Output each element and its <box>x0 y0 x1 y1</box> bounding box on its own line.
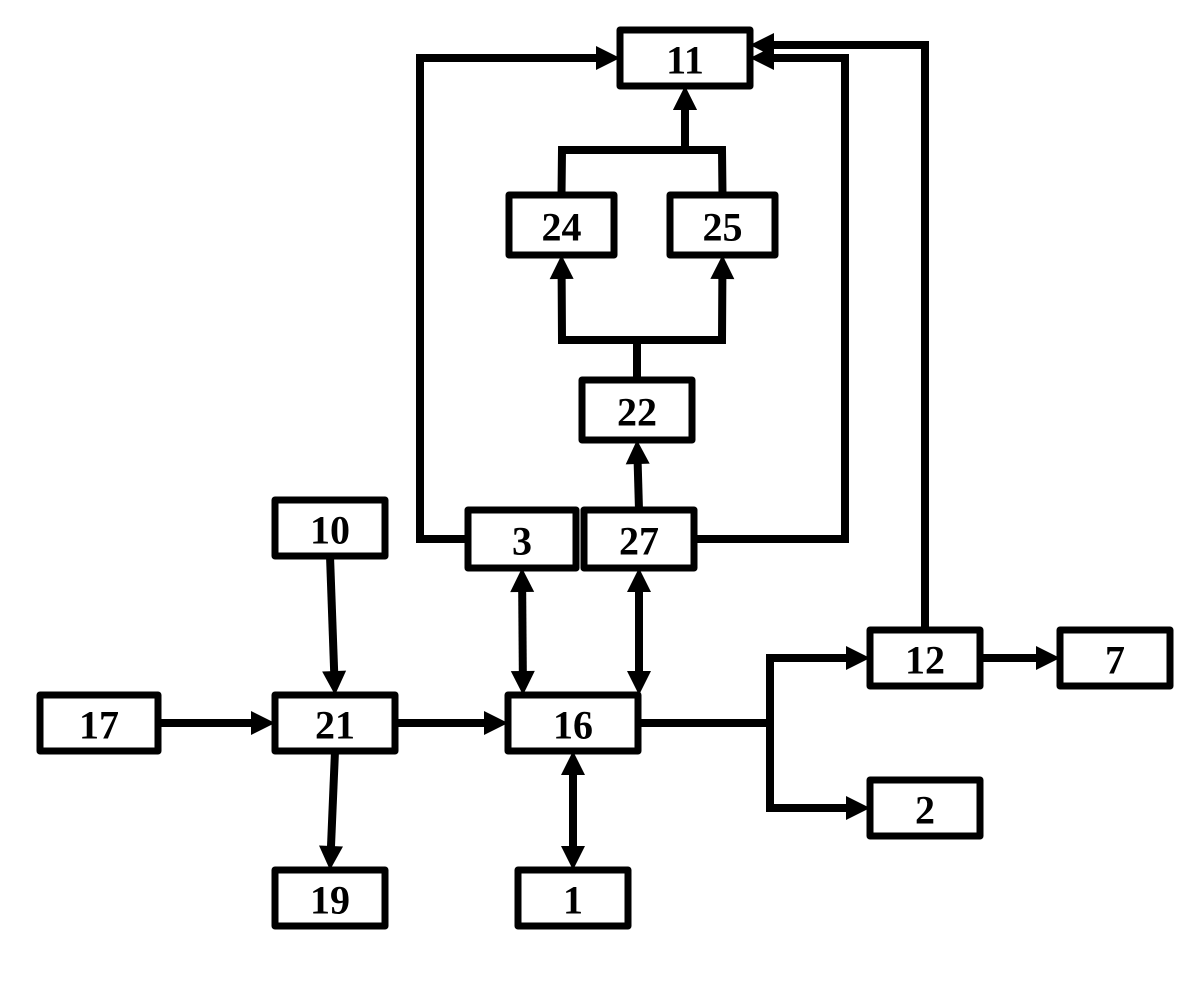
edge-16-3 <box>522 581 523 682</box>
edge-25-11 <box>685 99 723 195</box>
node-27-label: 27 <box>619 519 659 564</box>
node-24-label: 24 <box>542 205 582 250</box>
node-16-label: 16 <box>553 703 593 748</box>
edge-24-11 <box>562 99 686 195</box>
node-25: 25 <box>670 195 775 255</box>
node-12: 12 <box>870 630 980 686</box>
node-27: 27 <box>584 510 694 568</box>
edge-3-11 <box>420 58 607 539</box>
node-19: 19 <box>275 870 385 926</box>
node-3: 3 <box>468 510 576 568</box>
edge-27-11 <box>694 58 845 539</box>
node-7: 7 <box>1060 630 1170 686</box>
node-1-label: 1 <box>563 878 583 923</box>
edge-22-25 <box>637 268 722 380</box>
node-22: 22 <box>582 380 692 440</box>
edge-10-21 <box>330 556 335 682</box>
node-17: 17 <box>40 695 158 751</box>
node-10: 10 <box>275 500 385 556</box>
edge-21-19 <box>331 751 335 857</box>
node-1: 1 <box>518 870 628 926</box>
node-12-label: 12 <box>905 638 945 683</box>
node-25-label: 25 <box>703 205 743 250</box>
node-22-label: 22 <box>617 390 657 435</box>
edge-16-12 <box>638 658 857 723</box>
node-2-label: 2 <box>915 788 935 833</box>
node-11-label: 11 <box>666 38 704 83</box>
node-7-label: 7 <box>1105 638 1125 683</box>
node-21-label: 21 <box>315 703 355 748</box>
node-24: 24 <box>509 195 614 255</box>
edge-16-2 <box>638 723 857 808</box>
node-2: 2 <box>870 780 980 836</box>
node-19-label: 19 <box>310 878 350 923</box>
nodes-layer: 12371011121617192122242527 <box>40 30 1170 926</box>
node-11: 11 <box>620 30 750 86</box>
node-21: 21 <box>275 695 395 751</box>
node-17-label: 17 <box>79 703 119 748</box>
node-16: 16 <box>508 695 638 751</box>
node-3-label: 3 <box>512 519 532 564</box>
node-10-label: 10 <box>310 508 350 553</box>
edge-22-24 <box>562 268 637 380</box>
